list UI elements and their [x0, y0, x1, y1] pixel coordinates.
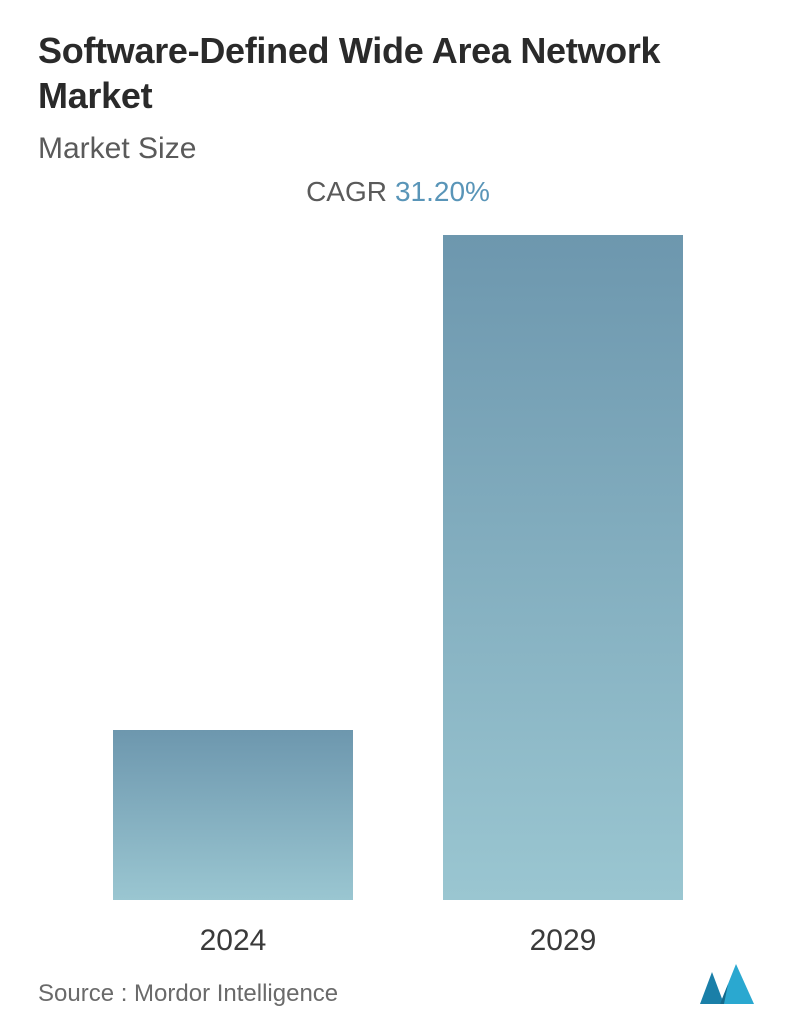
source-text: Source : Mordor Intelligence — [38, 980, 338, 1008]
x-label-2029: 2029 — [443, 924, 683, 958]
chart-subtitle: Market Size — [38, 132, 758, 166]
footer: Source : Mordor Intelligence — [38, 964, 758, 1008]
x-axis: 2024 2029 — [38, 900, 758, 958]
mordor-logo-icon — [698, 964, 758, 1008]
cagr-value: 31.20% — [395, 176, 490, 207]
x-label-2024: 2024 — [113, 924, 353, 958]
cagr-row: CAGR 31.20% — [38, 176, 758, 208]
chart-area — [38, 220, 758, 900]
bar-2024 — [113, 730, 353, 900]
bars-container — [38, 220, 758, 900]
cagr-label: CAGR — [306, 176, 387, 207]
bar-2029 — [443, 235, 683, 900]
chart-title: Software-Defined Wide Area Network Marke… — [38, 28, 758, 118]
